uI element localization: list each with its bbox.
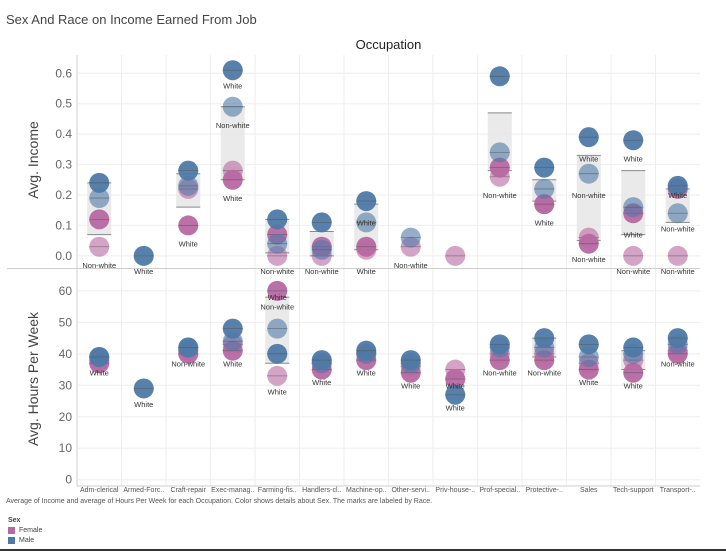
y-tick-label: 0.6: [55, 66, 72, 80]
race-label: Non-white: [661, 224, 695, 233]
x-category-label: Priv-house-..: [435, 487, 475, 494]
y-tick-label: 0.4: [55, 127, 72, 141]
legend-swatch-female: [8, 527, 15, 534]
race-label: Non-white: [260, 303, 294, 312]
race-label: White: [179, 240, 198, 249]
y-tick-label: 0.3: [55, 158, 72, 172]
race-label: White: [401, 381, 420, 390]
y-tick-label: 60: [59, 284, 73, 298]
y-tick-label: 30: [59, 378, 73, 392]
legend-swatch-male: [8, 537, 15, 544]
legend-item-male[interactable]: Male: [8, 537, 42, 544]
race-label: White: [312, 378, 331, 387]
y-tick-label: 0.1: [55, 218, 72, 232]
x-category-label: Adm-clerical: [80, 487, 119, 494]
race-label: White: [668, 191, 687, 200]
x-category-label: Transport-..: [660, 487, 696, 494]
x-category-label: Exec-manag..: [211, 487, 254, 494]
race-label: White: [223, 194, 242, 203]
race-label: White: [535, 218, 554, 227]
y-tick-label: 20: [59, 410, 73, 424]
race-label: Non-white: [527, 369, 561, 378]
legend: Sex Female Male: [8, 517, 42, 547]
race-label: White: [357, 267, 376, 276]
race-label: Non-white: [171, 359, 205, 368]
x-category-label: Other-servi..: [391, 487, 430, 494]
race-label: White: [357, 369, 376, 378]
x-category-label: Prof-special..: [479, 487, 520, 494]
race-label: White: [624, 231, 643, 240]
race-label: Non-white: [616, 267, 650, 276]
race-label: Non-white: [572, 191, 606, 200]
race-label: Non-white: [305, 267, 339, 276]
column-header: Occupation: [356, 37, 422, 52]
race-label: Non-white: [216, 121, 250, 130]
race-label: White: [446, 403, 465, 412]
race-label: Non-white: [661, 359, 695, 368]
x-category-label: Protective-..: [526, 487, 563, 494]
y-tick-label: 50: [59, 315, 73, 329]
x-category-label: Farming-fis..: [258, 487, 297, 494]
race-label: White: [357, 218, 376, 227]
race-label: White: [446, 381, 465, 390]
bottom-border: [0, 549, 726, 551]
y-tick-label: 0.5: [55, 97, 72, 111]
y-axis-title: Avg. Hours Per Week: [25, 311, 41, 446]
y-tick-label: 0: [65, 473, 72, 487]
race-label: White: [579, 154, 598, 163]
legend-item-female[interactable]: Female: [8, 527, 42, 534]
race-label: White: [134, 267, 153, 276]
race-label: White: [90, 369, 109, 378]
race-label: Non-white: [260, 267, 294, 276]
y-tick-label: 40: [59, 347, 73, 361]
race-label: White: [624, 381, 643, 390]
x-category-label: Craft-repair: [171, 487, 207, 494]
x-category-label: Sales: [580, 487, 598, 494]
race-label: White: [268, 388, 287, 397]
race-label: Non-white: [483, 369, 517, 378]
legend-label-female: Female: [19, 527, 43, 534]
chart-title: Sex And Race on Income Earned From Job: [6, 12, 257, 27]
y-tick-label: 0.0: [55, 249, 72, 263]
race-label: Non-white: [394, 261, 428, 270]
race-label: White: [134, 400, 153, 409]
x-category-label: Handlers-cl..: [302, 487, 341, 494]
x-category-label: Armed-Forc..: [123, 487, 164, 494]
y-axis-title: Avg. Income: [25, 121, 41, 199]
race-label: Non-white: [572, 255, 606, 264]
race-label: White: [624, 154, 643, 163]
race-label: White: [579, 378, 598, 387]
race-label: White: [223, 359, 242, 368]
y-tick-label: 10: [59, 441, 73, 455]
x-category-label: Machine-op..: [346, 487, 387, 494]
race-label: Non-white: [82, 261, 116, 270]
legend-label-male: Male: [19, 537, 35, 544]
race-label: White: [223, 81, 242, 90]
dot-plot-chart: Occupation 0.0 0.1 0.2 0.3 0.4 0.5 0.6 Avg. Inco…: [7, 37, 700, 494]
y-tick-label: 0.2: [55, 188, 72, 202]
race-label: White: [268, 293, 287, 302]
x-category-label: Tech-support: [613, 487, 654, 494]
race-label: Non-white: [661, 267, 695, 276]
chart-caption: Average of Income and average of Hours P…: [6, 498, 433, 505]
legend-title: Sex: [8, 517, 21, 524]
race-label: Non-white: [483, 191, 517, 200]
